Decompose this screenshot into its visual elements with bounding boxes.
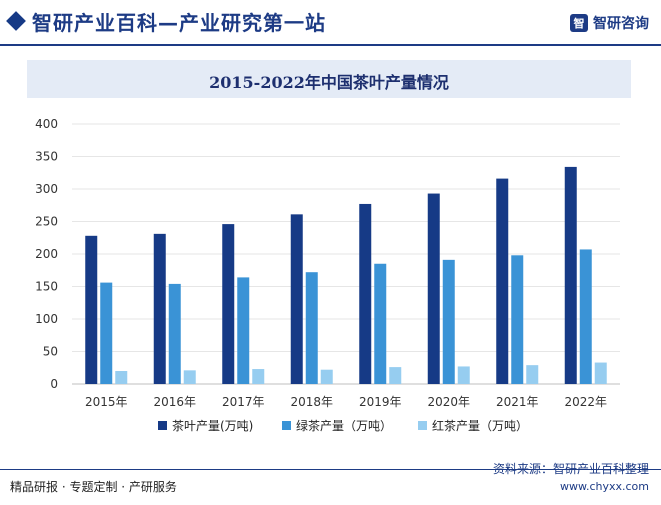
footer-slogan: 精品研报 · 专题定制 · 产研服务 [10, 480, 177, 494]
x-tick-label: 2016年 [153, 395, 196, 409]
bar-green-tea [511, 255, 524, 384]
y-tick-label: 400 [35, 117, 58, 131]
bar-black-tea [183, 370, 196, 384]
footer-divider [0, 469, 661, 470]
bar-green-tea [442, 259, 455, 384]
legend-label: 绿茶产量（万吨） [296, 418, 392, 433]
bar-black-tea [320, 369, 333, 384]
bar-black-tea [389, 367, 402, 384]
x-tick-label: 2019年 [359, 395, 402, 409]
y-tick-label: 300 [35, 182, 58, 196]
header-divider [0, 44, 661, 46]
x-tick-label: 2017年 [222, 395, 265, 409]
y-tick-label: 50 [43, 345, 58, 359]
x-tick-label: 2022年 [564, 395, 607, 409]
x-tick-label: 2015年 [85, 395, 128, 409]
header-title: 智研产业百科—产业研究第一站 [32, 11, 326, 35]
x-tick-label: 2020年 [427, 395, 470, 409]
bar-black-tea [594, 362, 607, 384]
y-tick-label: 200 [35, 247, 58, 261]
brand-logo: 智 智研咨询 [570, 12, 649, 34]
bar-tea [222, 224, 235, 384]
x-tick-label: 2021年 [496, 395, 539, 409]
chart-title-band: 2015-2022年中国茶叶产量情况 [27, 60, 631, 98]
y-tick-label: 250 [35, 215, 58, 229]
bar-black-tea [115, 371, 128, 384]
legend-swatch [282, 421, 291, 430]
y-tick-label: 350 [35, 150, 58, 164]
bar-green-tea [168, 283, 181, 384]
legend-label: 红茶产量（万吨） [432, 418, 528, 433]
bar-green-tea [237, 277, 250, 384]
bar-tea [427, 193, 440, 384]
bar-tea [359, 203, 372, 384]
bar-black-tea [457, 366, 470, 384]
logo-text: 智研咨询 [593, 16, 649, 32]
legend-swatch [158, 421, 167, 430]
bar-tea [564, 166, 577, 384]
logo-icon: 智 [570, 14, 588, 32]
bar-green-tea [579, 249, 592, 384]
bar-green-tea [374, 263, 387, 384]
footer-url: www.chyxx.com [559, 480, 649, 493]
bar-tea [85, 235, 98, 384]
legend-swatch [418, 421, 427, 430]
chart-title: 2015-2022年中国茶叶产量情况 [209, 73, 449, 92]
header-bar: 智研产业百科—产业研究第一站 智 智研咨询 [0, 0, 661, 44]
bar-tea [496, 178, 509, 384]
y-tick-label: 100 [35, 312, 58, 326]
x-tick-label: 2018年 [290, 395, 333, 409]
bar-green-tea [100, 282, 113, 384]
y-tick-label: 150 [35, 280, 58, 294]
bar-black-tea [252, 369, 265, 384]
y-tick-label: 0 [50, 377, 58, 391]
bar-tea [290, 214, 303, 384]
bar-green-tea [305, 272, 318, 384]
legend-label: 茶叶产量(万吨) [172, 418, 253, 433]
bar-black-tea [526, 365, 539, 384]
bar-tea [153, 233, 166, 384]
